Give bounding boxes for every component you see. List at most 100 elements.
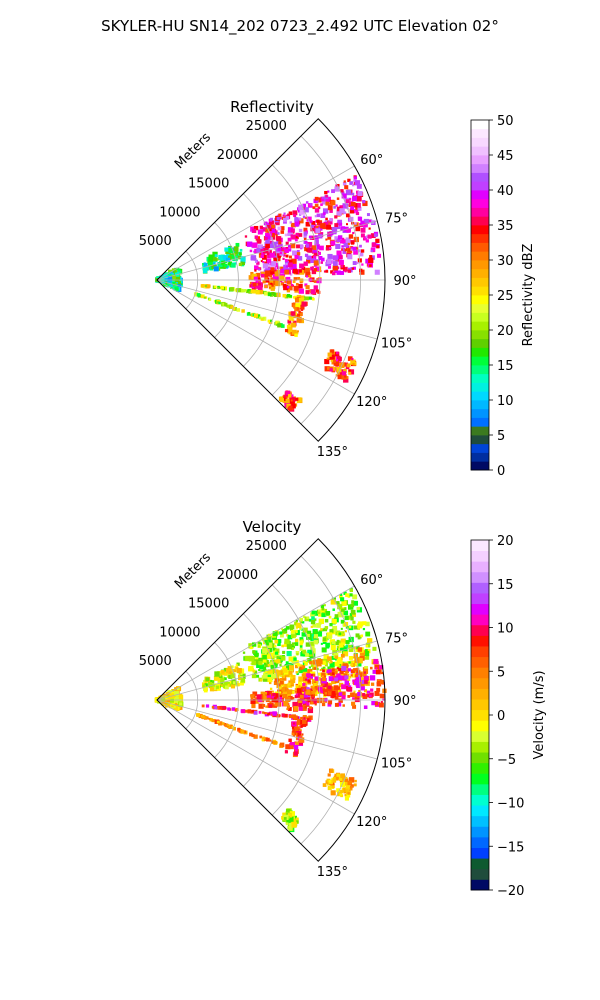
echo-cell: [280, 266, 285, 271]
echo-cell: [334, 655, 338, 659]
echo-cell: [174, 276, 181, 282]
colorbar-swatch: [471, 752, 489, 764]
echo-cell: [347, 780, 353, 786]
echo-cell: [298, 676, 304, 682]
range-tick-label: 20000: [217, 148, 258, 163]
echo-cell: [228, 261, 232, 265]
echo-cell: [327, 702, 332, 707]
echo-cell: [260, 317, 264, 321]
echo-cell: [355, 209, 359, 213]
echo-cell: [223, 255, 229, 261]
echo-cell: [196, 293, 201, 297]
echo-cell: [368, 227, 371, 230]
polar-grid: [156, 555, 385, 845]
echo-cell: [291, 634, 295, 639]
echo-cell: [318, 618, 325, 624]
echo-cell: [270, 661, 276, 667]
echo-cell: [309, 706, 312, 710]
echo-cell: [273, 253, 279, 259]
echo-cell: [178, 270, 182, 274]
colorbar-tick-label: 15: [497, 578, 514, 593]
echo-cell: [305, 653, 309, 657]
echo-cell: [268, 639, 271, 642]
echo-cell: [273, 740, 277, 744]
echo-cell: [163, 273, 168, 279]
echo-cell: [232, 306, 236, 311]
echo-cell: [318, 256, 323, 261]
echo-cell: [259, 225, 263, 229]
colorbar-swatch: [471, 593, 489, 605]
echo-cell: [289, 273, 293, 276]
echo-cell: [244, 655, 250, 662]
echo-cell: [279, 664, 282, 667]
echo-cell: [337, 665, 342, 670]
echo-cell: [286, 707, 289, 711]
echo-cell: [170, 698, 175, 703]
echo-cell: [280, 226, 285, 231]
colorbar-swatch: [471, 268, 489, 278]
echo-cell: [270, 319, 273, 323]
echo-cell: [304, 678, 308, 681]
echo-cell: [336, 639, 340, 643]
echo-cell: [300, 725, 304, 728]
echo-cell: [335, 641, 339, 646]
echo-cell: [321, 198, 324, 202]
echo-cell: [356, 202, 361, 208]
echo-cell: [362, 621, 367, 626]
echo-cell: [303, 231, 308, 236]
echo-cell: [300, 308, 304, 311]
echo-cell: [277, 639, 282, 644]
echo-cell: [240, 678, 246, 683]
echo-cell: [314, 239, 319, 245]
echo-cell: [286, 280, 292, 285]
echo-cell: [286, 404, 289, 407]
echo-cell: [327, 666, 331, 670]
echo-cell: [365, 694, 370, 698]
echo-cell: [264, 661, 270, 668]
echo-cell: [167, 282, 171, 286]
echo-cell: [343, 610, 349, 616]
echo-cell: [294, 333, 298, 337]
echo-cell: [251, 289, 256, 294]
echo-cell: [290, 234, 296, 240]
echo-cell: [304, 240, 308, 244]
echo-cell: [331, 227, 338, 233]
echo-cell: [331, 672, 335, 675]
echo-cell: [361, 263, 364, 266]
echo-cell: [272, 273, 278, 279]
echo-cell: [294, 688, 298, 691]
echo-cell: [310, 648, 316, 654]
echo-cell: [308, 657, 312, 662]
echo-cell: [292, 659, 297, 664]
echo-cell: [366, 213, 370, 217]
echo-cell: [203, 688, 208, 693]
echo-cell: [343, 369, 347, 373]
echo-cell: [274, 271, 280, 277]
echo-cell: [353, 690, 356, 693]
echo-cell: [311, 698, 317, 704]
echo-cell: [270, 282, 273, 285]
echo-cell: [277, 683, 281, 687]
echo-cell: [234, 262, 237, 265]
echo-cell: [203, 262, 208, 267]
echo-cell: [287, 244, 291, 248]
echo-cell: [313, 610, 319, 616]
echo-cell: [296, 307, 300, 311]
echo-cell: [165, 696, 169, 700]
echo-cell: [355, 633, 360, 638]
echo-cell: [313, 667, 317, 670]
echo-cell: [263, 673, 269, 679]
echo-cell: [173, 705, 176, 708]
echo-cell: [288, 327, 293, 331]
echo-region-crossing-streak: [284, 296, 308, 337]
echo-cell: [346, 664, 349, 667]
echo-cell: [213, 676, 219, 681]
echo-cell: [306, 702, 310, 706]
echo-cell: [283, 285, 289, 291]
echo-cell: [327, 253, 333, 260]
echo-cell: [313, 634, 319, 639]
colorbar-label: Velocity (m/s): [532, 670, 547, 759]
colorbar-swatch: [471, 836, 489, 848]
echo-cell: [347, 792, 350, 795]
echo-cell: [212, 686, 217, 691]
